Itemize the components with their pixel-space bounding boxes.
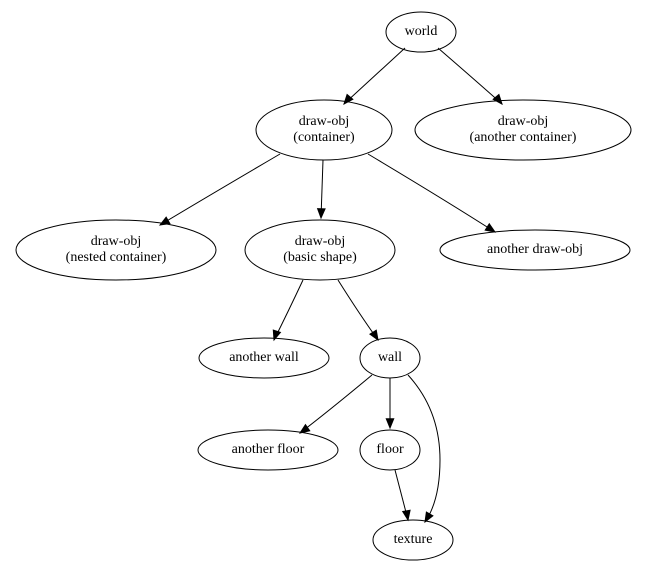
node-label: world [405,24,438,39]
node-draw-obj-nested-container: draw-obj(nested container) [16,220,216,280]
node-draw-obj-basic-shape: draw-obj(basic shape) [245,220,395,280]
node-label: (container) [293,130,355,145]
node-wall: wall [360,338,420,378]
node-another-floor: another floor [198,430,338,470]
node-draw-obj-container: draw-obj(container) [256,100,392,160]
node-label: (nested container) [66,250,167,265]
edge-world-to-draw-obj-container [344,48,405,104]
edge-draw-obj-basic-shape-to-wall [338,280,378,340]
node-label: draw-obj [91,234,142,249]
node-floor: floor [360,430,420,470]
node-world: world [386,12,456,52]
node-label: draw-obj [299,114,350,129]
node-another-wall: another wall [199,338,329,378]
node-label: another draw-obj [487,242,583,257]
node-label: floor [376,442,404,457]
node-label: (another container) [470,130,577,145]
node-label: (basic shape) [283,250,357,265]
node-draw-obj-another-container: draw-obj(another container) [415,100,631,160]
node-label: texture [394,532,433,547]
node-label: wall [378,350,402,365]
node-label: draw-obj [498,114,549,129]
edge-draw-obj-container-to-another-draw-obj [368,154,495,232]
node-label: draw-obj [295,234,346,249]
edge-wall-to-texture [408,375,440,522]
edge-world-to-draw-obj-another-container [438,48,502,104]
edge-draw-obj-basic-shape-to-another-wall [274,280,303,340]
edge-draw-obj-container-to-draw-obj-nested-container [160,154,280,225]
edge-wall-to-another-floor [300,375,372,433]
node-label: another wall [229,350,299,365]
node-another-draw-obj: another draw-obj [440,230,630,270]
tree-diagram: worlddraw-obj(container)draw-obj(another… [0,0,655,586]
node-texture: texture [373,520,453,560]
node-label: another floor [232,442,305,457]
